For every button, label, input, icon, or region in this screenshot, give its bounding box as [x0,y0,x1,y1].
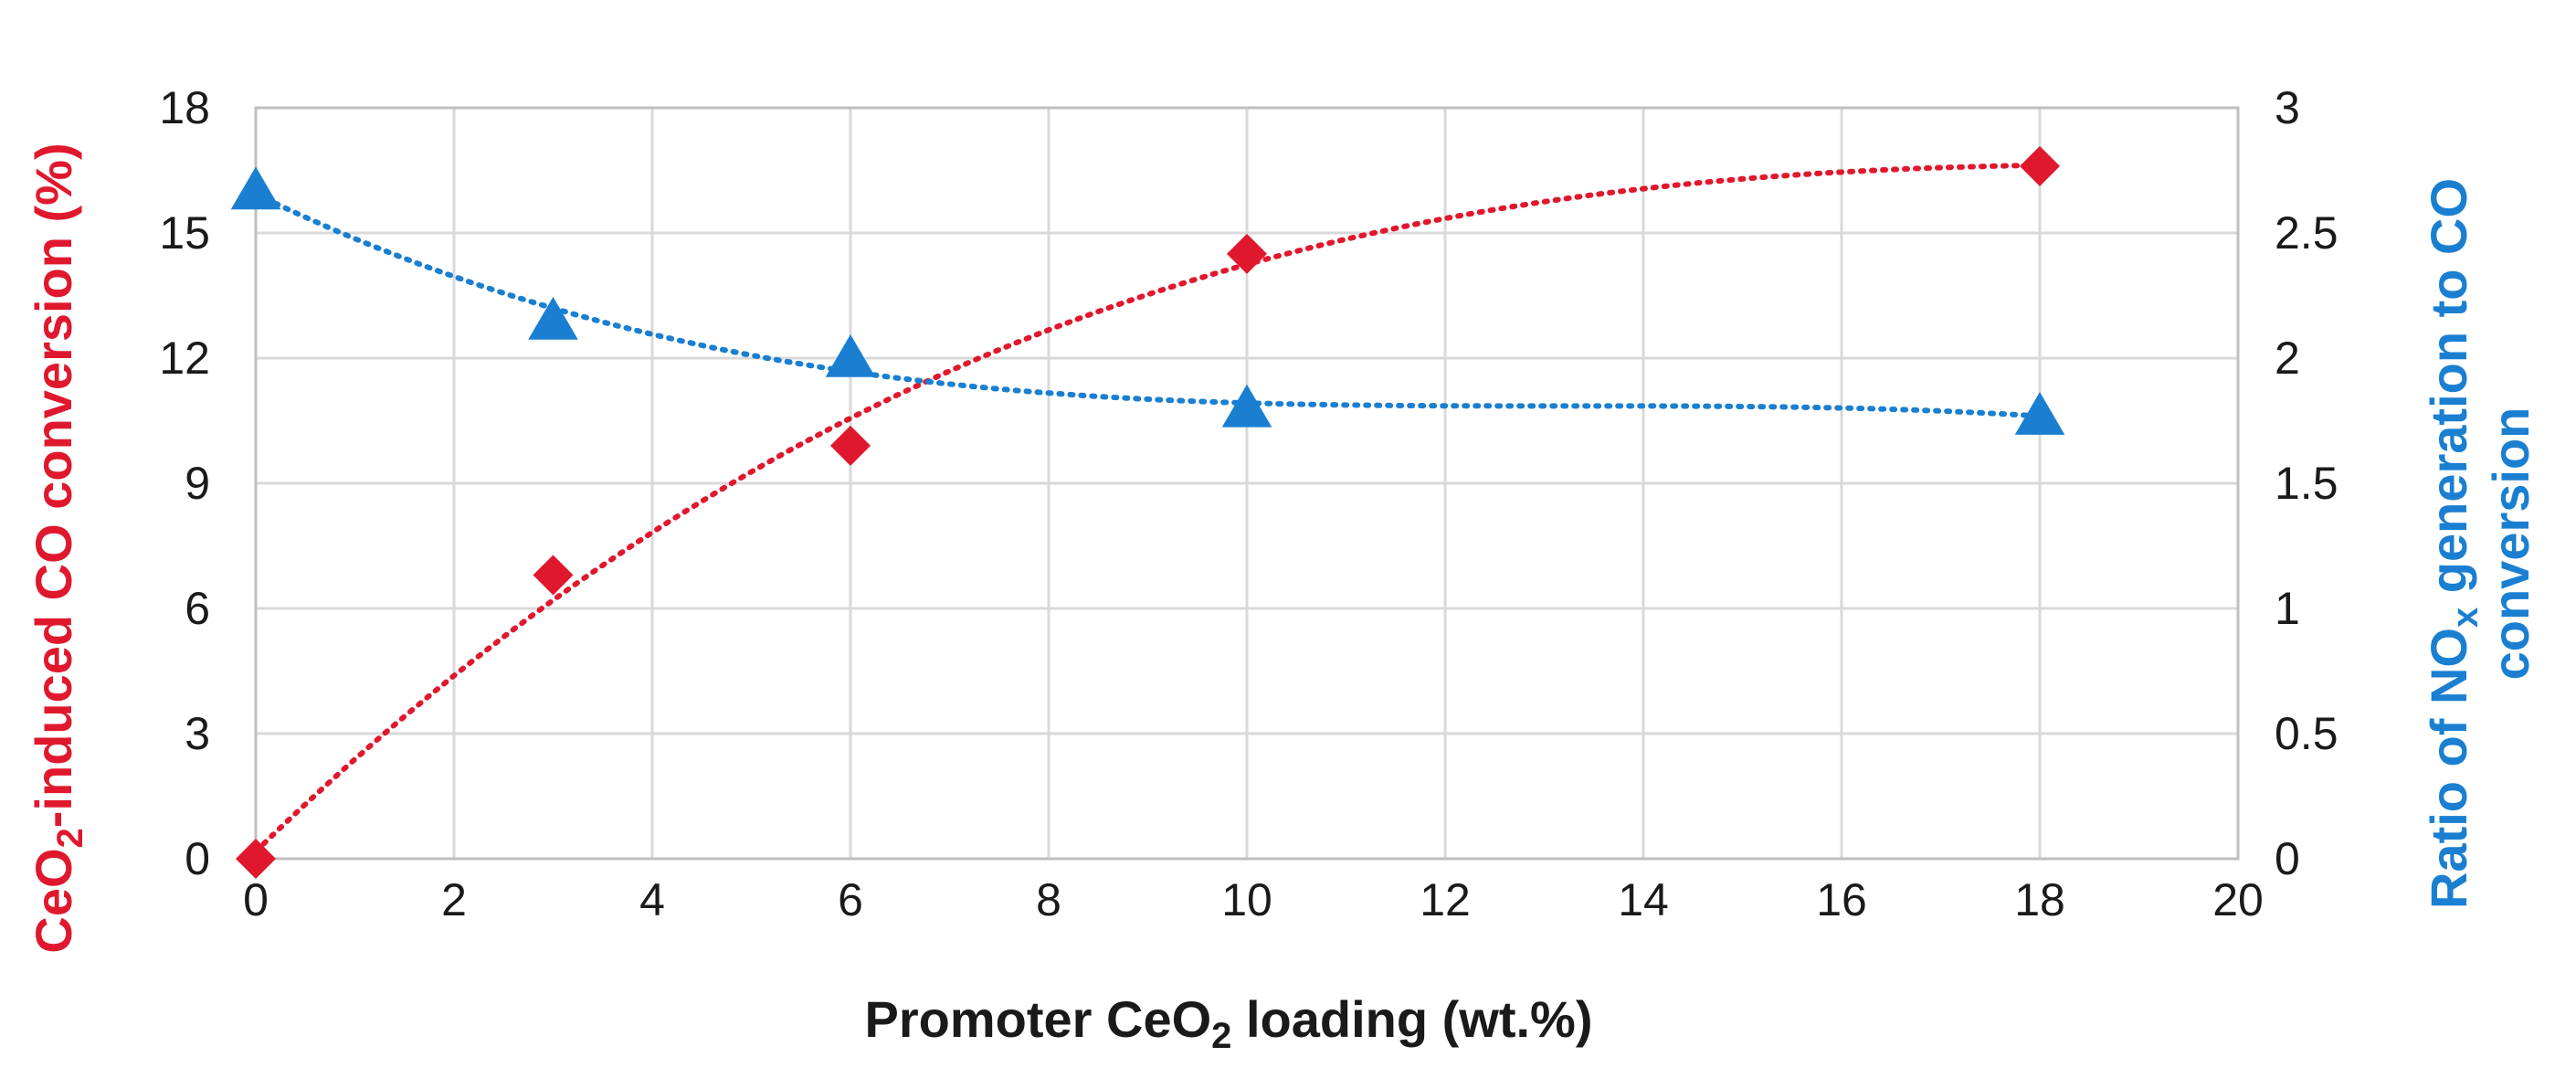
co-conversion-point [2020,145,2060,186]
nox-ratio-point [825,334,876,377]
x-tick-label: 2 [441,874,467,925]
x-tick-label: 8 [1036,874,1061,925]
y-right-tick-label: 1 [2275,583,2300,634]
y-left-tick-label: 0 [185,833,210,884]
y-right-tick-label: 2.5 [2275,207,2338,259]
y-left-tick-label: 12 [159,333,210,384]
y-left-tick-label: 9 [185,458,210,509]
x-tick-label: 18 [2014,874,2065,925]
y-left-tick-label: 6 [185,583,210,634]
trendlines [253,162,2043,854]
x-tick-label: 12 [1420,874,1471,925]
data-markers [230,145,2065,879]
x-tick-labels: 0 2 4 6 8 10 12 14 16 18 20 [243,874,2264,925]
y-right-tick-label: 0.5 [2275,708,2338,759]
grid-lines [254,106,2240,861]
y-right-tick-label: 3 [2275,82,2300,133]
co-conversion-point [1227,233,1267,274]
co-conversion-point [533,555,574,596]
y-left-axis-title: CeO2-induced CO conversion (%) [25,143,90,953]
y-left-tick-label: 18 [159,82,210,133]
y-right-tick-label: 1.5 [2275,458,2338,509]
x-tick-label: 20 [2212,874,2264,925]
x-tick-label: 4 [639,874,665,925]
co-conversion-point [830,425,871,466]
co-conversion-trendline [253,162,2043,854]
x-tick-label: 6 [838,874,863,925]
y-left-tick-label: 3 [185,708,210,759]
y-left-tick-label: 15 [159,207,210,259]
y-left-tick-labels: 0 3 6 9 12 15 18 [159,82,210,884]
y-right-axis-title-line2: conversion [2482,407,2539,681]
x-tick-label: 10 [1221,874,1272,925]
nox-ratio-point [1221,384,1272,428]
nox-ratio-point [2014,392,2065,435]
y-right-axis-title-line1: Ratio of NOx generation to CO [2420,178,2486,909]
y-right-tick-label: 0 [2275,833,2300,884]
y-right-tick-label: 2 [2275,333,2300,384]
plot-area-frame [254,106,2240,861]
x-tick-label: 0 [243,874,269,925]
x-tick-label: 14 [1618,874,1669,925]
nox-ratio-point [528,296,578,340]
nox-ratio-point [230,166,281,210]
x-tick-label: 16 [1816,874,1867,925]
nox-ratio-trendline [253,191,2043,419]
x-axis-title: Promoter CeO2 loading (wt.%) [865,990,1593,1056]
co-conversion-point [236,839,276,879]
y-right-tick-labels: 0 0.5 1 1.5 2 2.5 3 [2275,82,2338,884]
